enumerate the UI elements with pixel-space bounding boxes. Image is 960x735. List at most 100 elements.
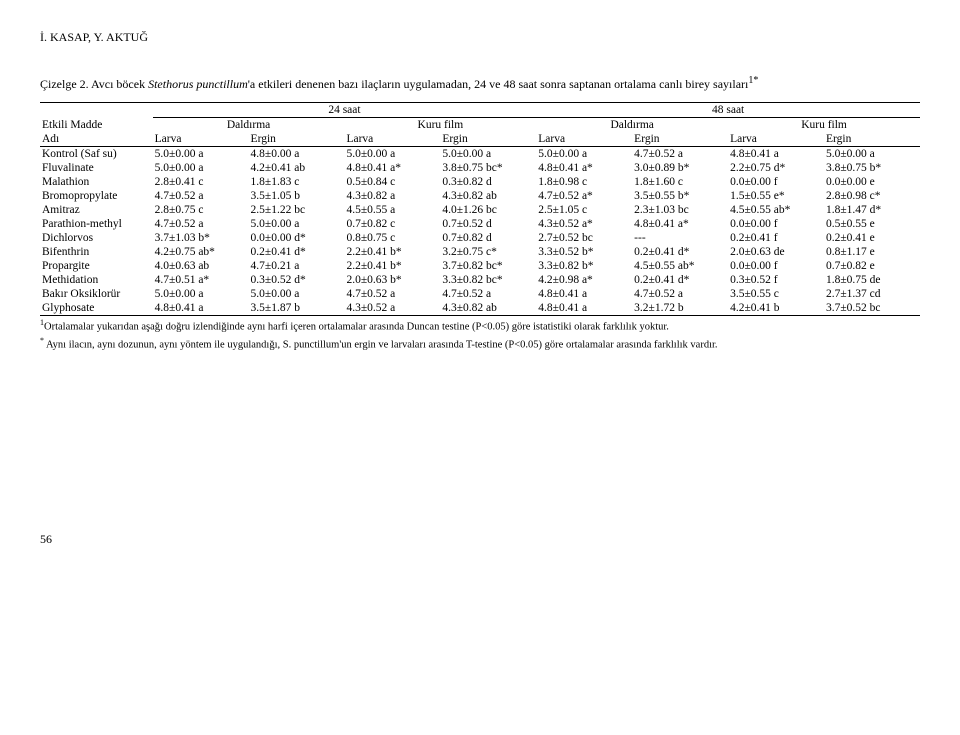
cell-value: 0.2±0.41 d* — [249, 245, 345, 259]
header-row-3: Adı Larva Ergin Larva Ergin Larva Ergin … — [40, 132, 920, 147]
footnote-2: * Aynı ilacın, aynı dozunun, aynı yöntem… — [40, 336, 920, 352]
col-larva-2: Larva — [344, 132, 440, 147]
cell-value: 0.0±0.00 e — [824, 175, 920, 189]
group-48: 48 saat — [536, 103, 920, 118]
table-row: Kontrol (Saf su)5.0±0.00 a4.8±0.00 a5.0±… — [40, 147, 920, 162]
cell-value: 1.5±0.55 e* — [728, 189, 824, 203]
cell-value: 4.5±0.55 a — [344, 203, 440, 217]
cell-value: 4.7±0.52 a — [344, 287, 440, 301]
cell-value: 4.2±0.98 a* — [536, 273, 632, 287]
cell-value: 0.0±0.00 d* — [249, 231, 345, 245]
cell-value: 2.8±0.75 c — [153, 203, 249, 217]
cell-value: 4.3±0.52 a* — [536, 217, 632, 231]
sub-daldirma-1: Daldırma — [153, 118, 345, 133]
cell-value: 0.0±0.00 f — [728, 259, 824, 273]
cell-value: 1.8±0.75 de — [824, 273, 920, 287]
table-row: Methidation4.7±0.51 a*0.3±0.52 d*2.0±0.6… — [40, 273, 920, 287]
cell-value: 4.2±0.41 ab — [249, 161, 345, 175]
cell-value: 0.0±0.00 f — [728, 175, 824, 189]
row-label: Dichlorvos — [40, 231, 153, 245]
cell-value: 4.7±0.52 a* — [536, 189, 632, 203]
cell-value: 2.8±0.98 c* — [824, 189, 920, 203]
cell-value: 3.7±0.52 bc — [824, 301, 920, 316]
table-row: Bromopropylate4.7±0.52 a3.5±1.05 b4.3±0.… — [40, 189, 920, 203]
cell-value: 4.8±0.41 a* — [344, 161, 440, 175]
row-label: Fluvalinate — [40, 161, 153, 175]
cell-value: 2.3±1.03 bc — [632, 203, 728, 217]
caption-prefix: Çizelge 2. Avcı böcek — [40, 77, 148, 91]
caption-rest: 'a etkileri denenen bazı ilaçların uygul… — [248, 77, 749, 91]
page-number: 56 — [40, 532, 920, 547]
cell-value: 0.8±0.75 c — [344, 231, 440, 245]
header-row-2: Etkili Madde Daldırma Kuru film Daldırma… — [40, 118, 920, 133]
row-label: Glyphosate — [40, 301, 153, 316]
col-ergin-4: Ergin — [824, 132, 920, 147]
cell-value: 4.7±0.52 a — [153, 217, 249, 231]
cell-value: 0.8±1.17 e — [824, 245, 920, 259]
table-row: Bakır Oksiklorür5.0±0.00 a5.0±0.00 a4.7±… — [40, 287, 920, 301]
cell-value: 3.8±0.75 bc* — [440, 161, 536, 175]
cell-value: 4.8±0.41 a — [536, 301, 632, 316]
cell-value: 5.0±0.00 a — [249, 287, 345, 301]
cell-value: 3.7±1.03 b* — [153, 231, 249, 245]
group-24: 24 saat — [153, 103, 537, 118]
cell-value: 4.7±0.51 a* — [153, 273, 249, 287]
footnote-2-prefix: Aynı ilacın, aynı dozunun, aynı yöntem i… — [44, 340, 283, 351]
cell-value: 0.2±0.41 f — [728, 231, 824, 245]
cell-value: 4.3±0.82 ab — [440, 189, 536, 203]
table-row: Amitraz2.8±0.75 c2.5±1.22 bc4.5±0.55 a4.… — [40, 203, 920, 217]
cell-value: 4.5±0.55 ab* — [728, 203, 824, 217]
cell-value: 3.5±0.55 c — [728, 287, 824, 301]
cell-value: 4.8±0.41 a — [153, 301, 249, 316]
cell-value: 2.7±0.52 bc — [536, 231, 632, 245]
cell-value: 4.5±0.55 ab* — [632, 259, 728, 273]
col-ergin-2: Ergin — [440, 132, 536, 147]
col-larva-4: Larva — [728, 132, 824, 147]
cell-value: 2.2±0.75 d* — [728, 161, 824, 175]
cell-value: 3.3±0.82 b* — [536, 259, 632, 273]
cell-value: 3.5±1.87 b — [249, 301, 345, 316]
cell-value: 0.0±0.00 f — [728, 217, 824, 231]
table-row: Parathion-methyl4.7±0.52 a5.0±0.00 a0.7±… — [40, 217, 920, 231]
cell-value: 0.7±0.82 e — [824, 259, 920, 273]
cell-value: 3.3±0.82 bc* — [440, 273, 536, 287]
caption-species: Stethorus punctillum — [148, 77, 248, 91]
cell-value: 4.0±0.63 ab — [153, 259, 249, 273]
cell-value: 0.7±0.82 d — [440, 231, 536, 245]
caption-sup: 1* — [748, 75, 758, 86]
cell-value: 5.0±0.00 a — [153, 147, 249, 162]
row-label: Kontrol (Saf su) — [40, 147, 153, 162]
cell-value: 0.3±0.82 d — [440, 175, 536, 189]
cell-value: 3.7±0.82 bc* — [440, 259, 536, 273]
cell-value: 0.2±0.41 d* — [632, 245, 728, 259]
col-ergin-3: Ergin — [632, 132, 728, 147]
cell-value: 2.5±1.05 c — [536, 203, 632, 217]
cell-value: 5.0±0.00 a — [249, 217, 345, 231]
footnote-1: 1Ortalamalar yukarıdan aşağı doğru izlen… — [40, 318, 920, 334]
header-row-1: 24 saat 48 saat — [40, 103, 920, 118]
cell-value: 4.8±0.41 a* — [632, 217, 728, 231]
cell-value: 4.7±0.52 a — [632, 287, 728, 301]
cell-value: 1.8±1.47 d* — [824, 203, 920, 217]
cell-value: 1.8±1.83 c — [249, 175, 345, 189]
cell-value: 0.7±0.52 d — [440, 217, 536, 231]
cell-value: 4.3±0.82 ab — [440, 301, 536, 316]
cell-value: 4.7±0.52 a — [153, 189, 249, 203]
table-row: Glyphosate4.8±0.41 a3.5±1.87 b4.3±0.52 a… — [40, 301, 920, 316]
sub-daldirma-2: Daldırma — [536, 118, 728, 133]
cell-value: 3.8±0.75 b* — [824, 161, 920, 175]
cell-value: 5.0±0.00 a — [440, 147, 536, 162]
table-caption: Çizelge 2. Avcı böcek Stethorus punctill… — [40, 75, 920, 92]
cell-value: 5.0±0.00 a — [824, 147, 920, 162]
cell-value: 4.0±1.26 bc — [440, 203, 536, 217]
row-label: Propargite — [40, 259, 153, 273]
table-row: Dichlorvos3.7±1.03 b*0.0±0.00 d*0.8±0.75… — [40, 231, 920, 245]
cell-value: 2.2±0.41 b* — [344, 259, 440, 273]
cell-value: 4.7±0.21 a — [249, 259, 345, 273]
cell-value: 5.0±0.00 a — [536, 147, 632, 162]
row-label: Methidation — [40, 273, 153, 287]
row-label: Malathion — [40, 175, 153, 189]
row-label: Amitraz — [40, 203, 153, 217]
cell-value: 4.7±0.52 a — [440, 287, 536, 301]
cell-value: 4.7±0.52 a — [632, 147, 728, 162]
